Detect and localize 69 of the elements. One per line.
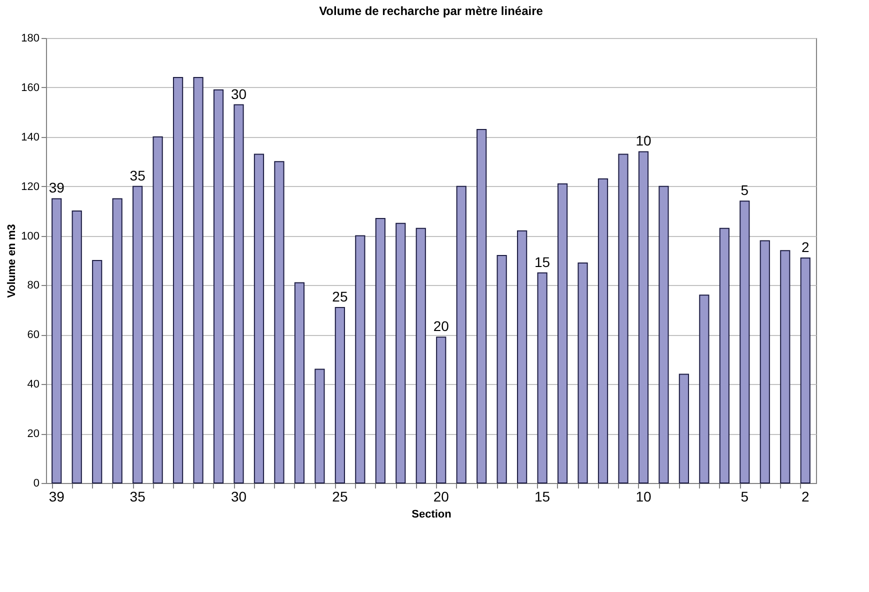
bar <box>618 154 628 484</box>
bar <box>314 368 325 484</box>
bar <box>234 104 244 484</box>
x-tick-label: 35 <box>130 488 146 504</box>
bar <box>254 154 264 484</box>
y-tick-label: 100 <box>21 230 40 242</box>
annotation: 2 <box>801 239 810 256</box>
bar <box>598 178 608 484</box>
bar <box>658 186 669 484</box>
x-tick-label: 2 <box>801 488 810 504</box>
bar <box>800 258 810 484</box>
y-tick-label: 20 <box>27 428 40 440</box>
y-tick-label: 60 <box>27 329 40 342</box>
bar <box>52 198 62 484</box>
bar <box>557 183 568 484</box>
bar <box>152 136 163 484</box>
bar <box>375 218 386 484</box>
bar <box>578 262 588 484</box>
y-axis-title: Volume en m3 <box>6 224 18 298</box>
x-tick-label: 5 <box>740 488 749 504</box>
annotation: 5 <box>740 182 749 198</box>
chart-title: Volume de recharche par mètre linéaire <box>319 4 544 18</box>
y-tick-label: 40 <box>27 378 40 391</box>
bar <box>456 186 466 484</box>
bar <box>760 240 770 484</box>
y-tick-label: 180 <box>21 32 40 44</box>
x-tick-label: 39 <box>48 488 65 504</box>
bar <box>416 228 426 484</box>
bar <box>355 235 366 484</box>
bar <box>92 260 102 484</box>
y-tick-label: 0 <box>33 478 40 490</box>
bar <box>132 186 143 484</box>
bar <box>193 77 204 484</box>
bar <box>112 198 122 484</box>
bar <box>72 210 82 484</box>
annotation: 30 <box>230 86 247 102</box>
bar <box>436 336 446 484</box>
bar <box>294 282 305 484</box>
x-tick-label: 15 <box>534 488 550 504</box>
y-tick-label: 140 <box>21 131 40 144</box>
annotation: 39 <box>48 180 65 196</box>
bar <box>334 306 345 484</box>
y-tick-label: 160 <box>21 82 40 94</box>
bar <box>740 200 750 484</box>
x-tick-label: 25 <box>332 488 348 504</box>
bar <box>396 222 406 484</box>
bar <box>537 272 548 484</box>
x-axis-title: Section <box>412 508 452 520</box>
annotation: 35 <box>130 167 146 184</box>
x-tick-label: 20 <box>433 488 450 504</box>
bar <box>476 128 487 484</box>
bar <box>699 294 710 484</box>
bar <box>213 89 224 484</box>
annotation: 15 <box>534 254 550 270</box>
bar <box>517 230 528 484</box>
annotation: 20 <box>433 318 450 334</box>
y-tick-label: 120 <box>21 180 40 193</box>
bar <box>496 255 507 484</box>
y-tick-label: 80 <box>27 280 40 292</box>
bar <box>678 374 690 484</box>
bar <box>172 77 184 484</box>
annotation: 25 <box>332 288 348 304</box>
x-tick-label: 30 <box>230 488 247 504</box>
annotation: 10 <box>636 132 652 149</box>
bar <box>274 161 284 484</box>
bar <box>780 250 790 484</box>
bar <box>638 151 649 484</box>
bar <box>719 228 730 484</box>
x-tick-label: 10 <box>636 488 652 504</box>
